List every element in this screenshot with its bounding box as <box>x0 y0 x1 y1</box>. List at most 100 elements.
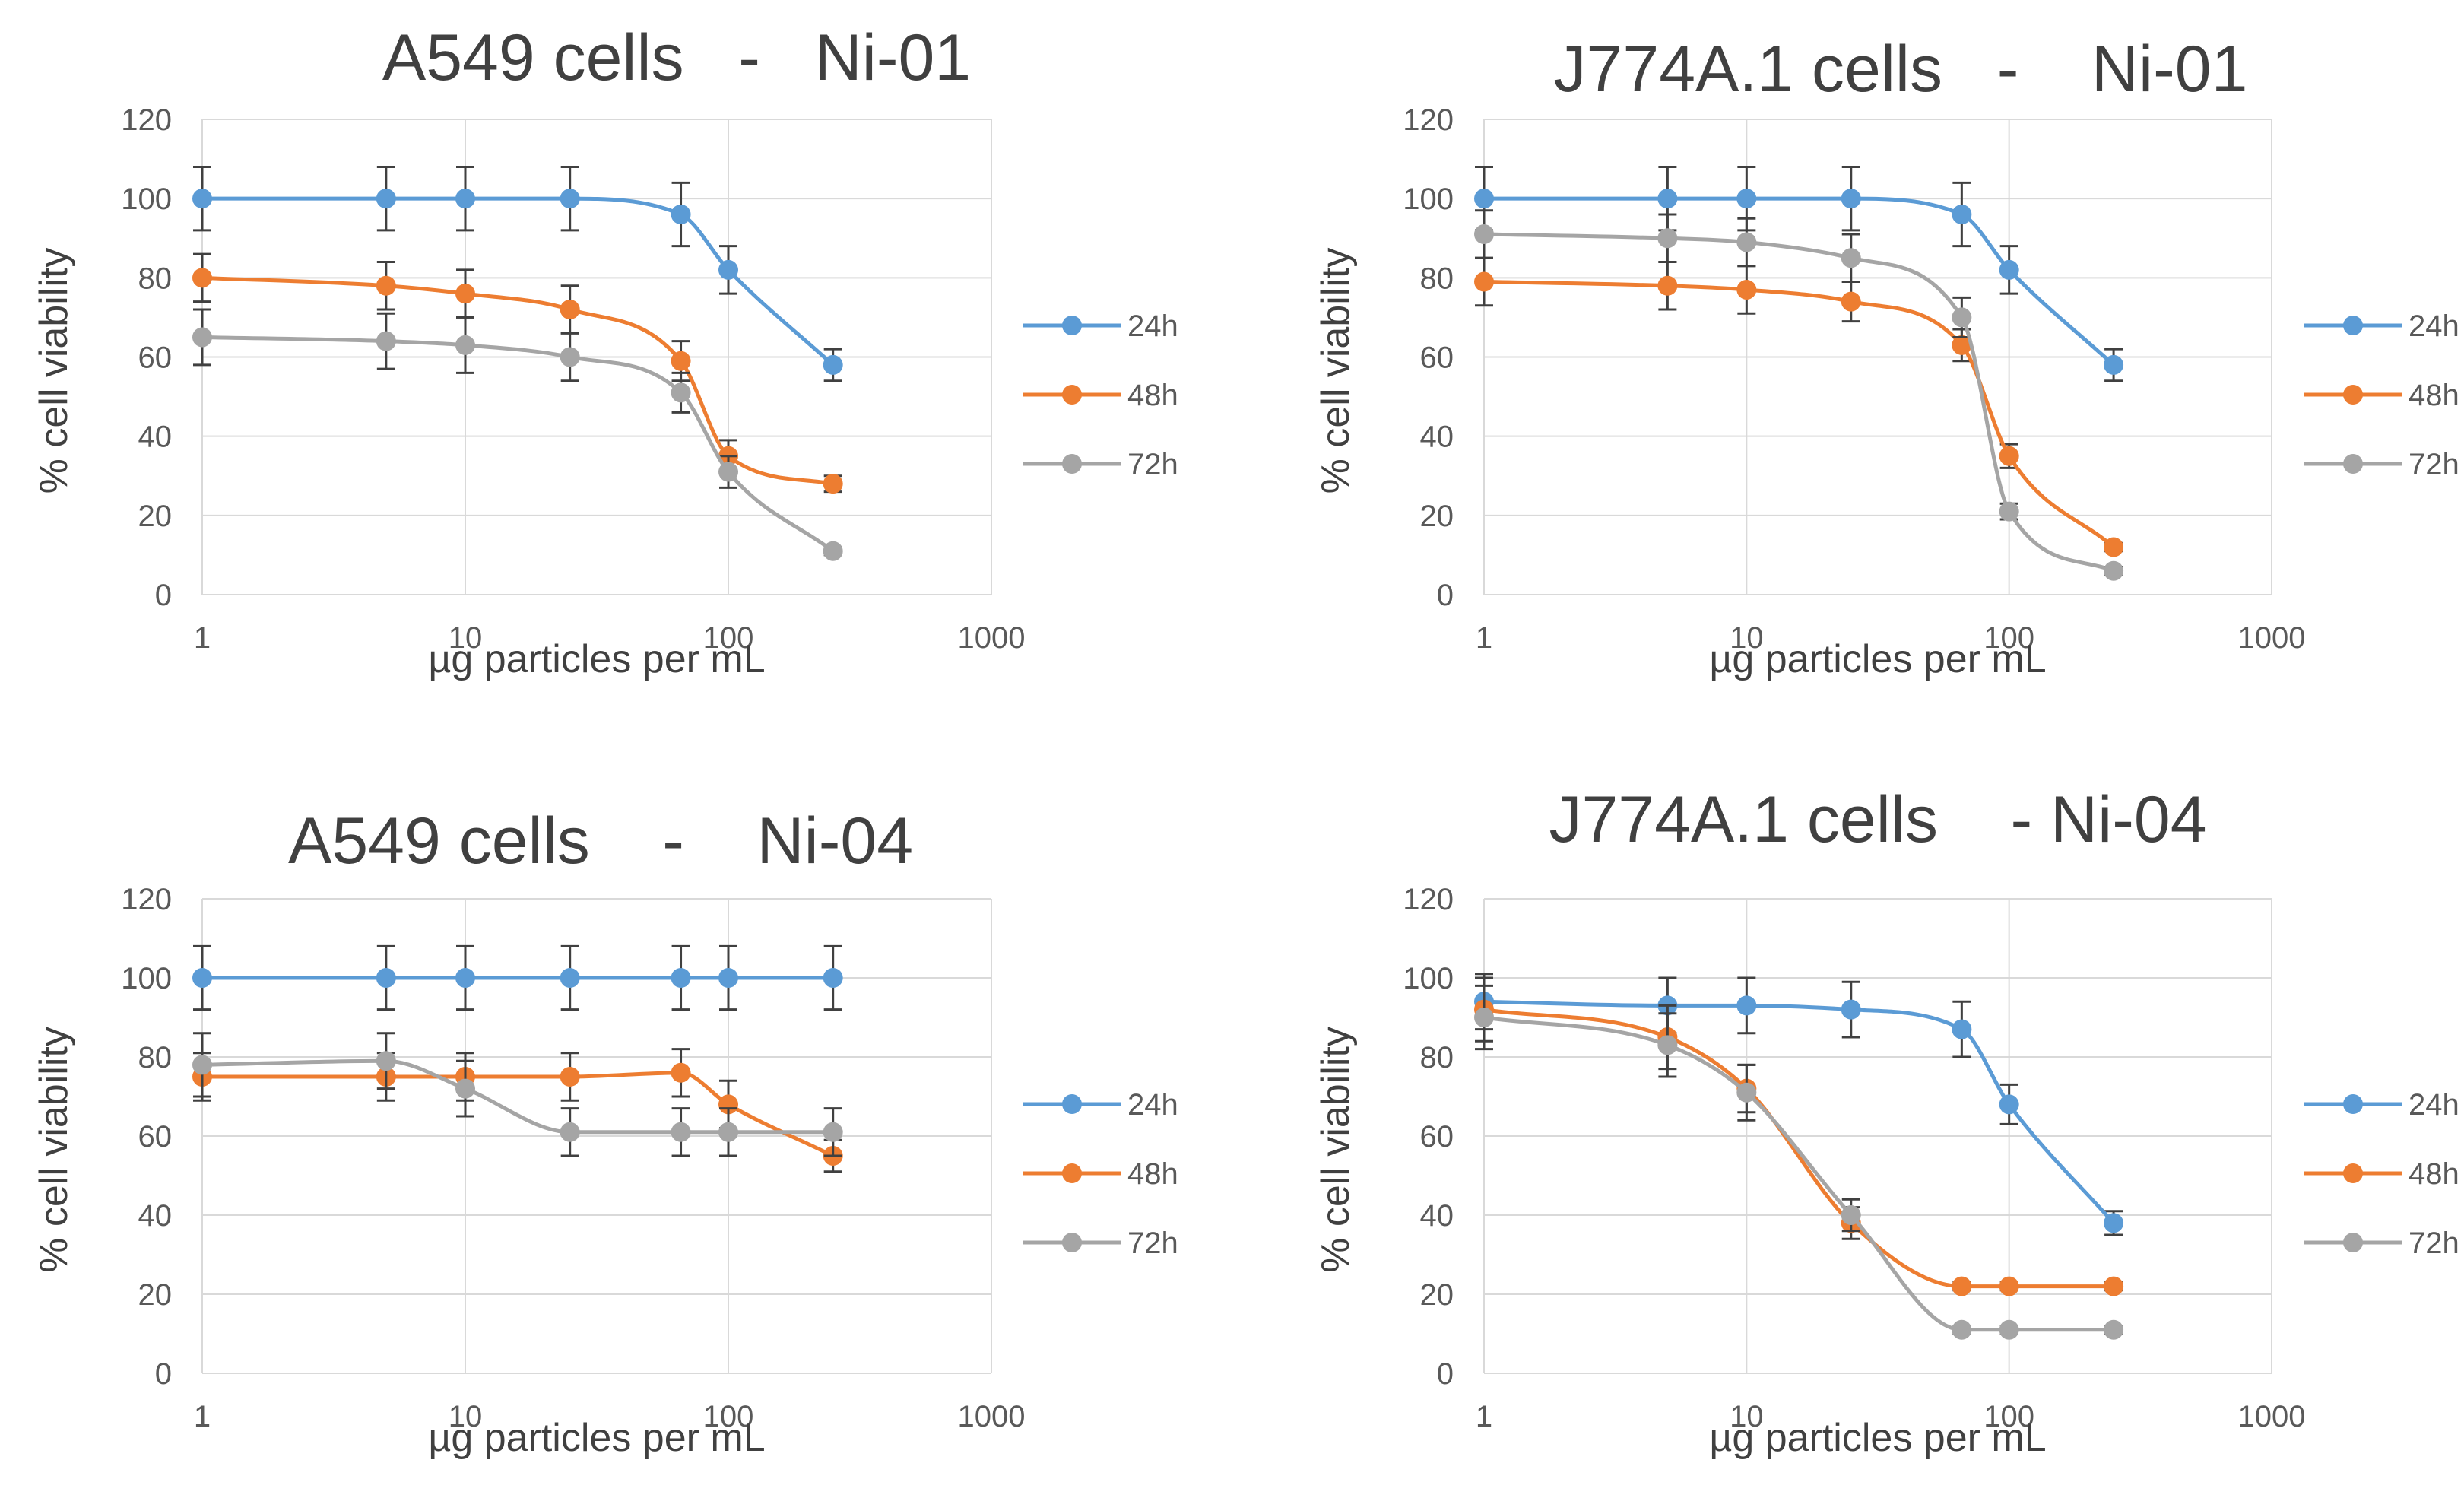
data-point-48h <box>1952 1276 1972 1296</box>
legend-label: 24h <box>2409 309 2459 343</box>
data-point-24h <box>1952 205 1972 224</box>
data-point-72h <box>1841 248 1861 268</box>
legend-label: 48h <box>2409 379 2459 412</box>
series-72h <box>192 308 843 561</box>
legend-marker <box>2343 385 2363 405</box>
data-point-72h <box>560 1122 580 1142</box>
data-point-72h <box>2104 1319 2124 1340</box>
chart-title: J774A.1 cells - Ni-04 <box>1549 783 2206 856</box>
data-point-24h <box>1474 189 1494 209</box>
y-axis-label: % cell viability <box>32 1027 76 1273</box>
chart-title: J774A.1 cells - Ni-01 <box>1554 33 2248 106</box>
chart-title: A549 cells - Ni-01 <box>382 21 971 94</box>
legend-item-48h: 48h <box>2304 379 2459 412</box>
legend-label: 24h <box>1127 309 1178 343</box>
legend-label: 72h <box>1127 448 1178 481</box>
x-tick-label: 1000 <box>2238 621 2306 655</box>
y-tick-label: 80 <box>1420 1041 1454 1074</box>
data-point-72h <box>560 347 580 367</box>
series-72h <box>192 1032 843 1157</box>
y-axis-label: % cell viability <box>32 248 76 494</box>
data-point-48h <box>2104 1276 2124 1296</box>
y-tick-label: 120 <box>121 883 172 916</box>
y-tick-label: 0 <box>1437 1357 1454 1391</box>
data-point-48h <box>2104 537 2124 557</box>
legend-item-72h: 72h <box>1023 1227 1178 1260</box>
data-point-48h <box>560 1067 580 1087</box>
y-tick-label: 0 <box>1437 579 1454 612</box>
y-tick-label: 0 <box>155 579 172 612</box>
data-point-24h <box>671 205 691 224</box>
series-48h <box>1474 256 2124 557</box>
data-point-48h <box>1657 275 1678 296</box>
series-24h <box>1474 166 2124 382</box>
legend-label: 72h <box>1127 1227 1178 1260</box>
y-tick-label: 100 <box>1403 962 1454 995</box>
series-line-72h <box>1483 1015 2114 1332</box>
legend-label: 72h <box>2409 448 2459 481</box>
legend-marker <box>2343 454 2363 474</box>
y-tick-label: 40 <box>138 1199 173 1233</box>
data-point-24h <box>560 189 580 209</box>
data-point-24h <box>2104 354 2124 375</box>
chart-title: A549 cells - Ni-04 <box>288 805 913 878</box>
y-tick-label: 120 <box>1403 883 1454 916</box>
data-point-48h <box>671 1062 691 1083</box>
data-point-72h <box>1999 1319 2019 1340</box>
x-axis-label: µg particles per mL <box>428 1416 765 1460</box>
x-tick-label: 10 <box>1730 1400 1764 1433</box>
x-axis-label: µg particles per mL <box>1709 637 2046 681</box>
data-point-24h <box>1736 189 1757 209</box>
x-tick-label: 10 <box>449 1400 483 1433</box>
data-point-24h <box>671 968 691 988</box>
legend-label: 48h <box>1127 1157 1178 1191</box>
data-point-72h <box>1952 307 1972 328</box>
data-point-48h <box>560 300 580 319</box>
data-point-48h <box>1999 446 2019 466</box>
data-point-72h <box>671 382 691 403</box>
data-point-72h <box>1474 1008 1494 1027</box>
y-tick-label: 120 <box>1403 103 1454 137</box>
data-point-24h <box>1999 1094 2019 1115</box>
legend-marker <box>1062 385 1082 405</box>
data-point-72h <box>823 1122 843 1142</box>
data-point-72h <box>718 462 738 482</box>
series-72h <box>1474 209 2124 581</box>
y-axis-label: % cell viability <box>1314 1027 1358 1273</box>
legend-item-24h: 24h <box>2304 309 2459 343</box>
y-tick-label: 0 <box>155 1357 172 1391</box>
data-point-24h <box>455 968 475 988</box>
series-48h <box>192 252 843 494</box>
data-point-24h <box>1999 259 2019 280</box>
data-point-24h <box>192 189 212 209</box>
x-tick-label: 1 <box>1476 621 1492 655</box>
series-72h <box>1474 984 2124 1340</box>
y-tick-label: 40 <box>138 421 173 454</box>
y-tick-label: 100 <box>121 962 172 995</box>
data-point-48h <box>823 474 843 494</box>
legend-marker <box>1062 1094 1082 1114</box>
series-line-48h <box>1483 1008 2114 1289</box>
y-tick-label: 20 <box>138 1278 173 1312</box>
y-tick-label: 60 <box>1420 341 1454 375</box>
data-point-48h <box>1952 335 1972 355</box>
gridlines <box>201 898 992 1374</box>
x-tick-label: 1 <box>1476 1400 1492 1433</box>
data-point-48h <box>1736 279 1757 300</box>
gridlines <box>201 119 992 595</box>
x-tick-label: 100 <box>703 1400 754 1433</box>
data-point-72h <box>1736 1082 1757 1103</box>
legend-marker <box>1062 454 1082 474</box>
legend-label: 24h <box>1127 1088 1178 1122</box>
series-48h <box>192 1048 843 1173</box>
legend-label: 24h <box>2409 1088 2459 1122</box>
legend-label: 48h <box>1127 379 1178 412</box>
y-tick-label: 40 <box>1420 421 1454 454</box>
data-point-48h <box>1841 291 1861 312</box>
data-point-72h <box>671 1122 691 1142</box>
series-line-72h <box>201 335 835 553</box>
data-point-72h <box>2104 560 2124 581</box>
